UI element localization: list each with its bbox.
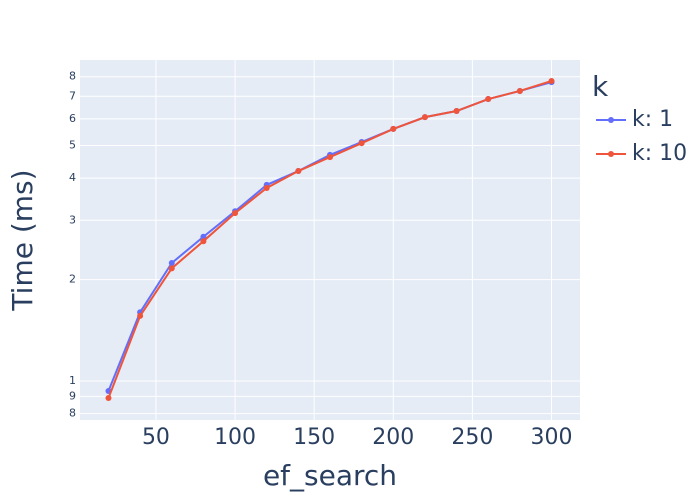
x-tick-label: 50: [142, 425, 170, 450]
data-point: [390, 125, 397, 132]
data-point: [548, 78, 555, 85]
data-point: [263, 184, 270, 191]
y-tick-label: 5: [69, 139, 76, 152]
y-tick-label: 6: [69, 112, 76, 125]
x-tick-label: 200: [372, 425, 414, 450]
data-point: [137, 312, 144, 319]
y-tick-label: 8: [69, 70, 76, 83]
data-point: [421, 114, 428, 121]
x-tick-label: 100: [214, 425, 256, 450]
data-point: [516, 87, 523, 94]
x-tick-label: 250: [451, 425, 493, 450]
legend-title: k: [592, 70, 609, 103]
legend-label: k: 1: [632, 107, 673, 132]
data-point: [168, 265, 175, 272]
y-tick-label: 7: [69, 89, 76, 102]
x-axis-title: ef_search: [263, 459, 397, 492]
legend-label: k: 10: [632, 141, 687, 166]
data-point: [327, 154, 333, 161]
data-point: [485, 96, 492, 103]
x-tick-label: 150: [293, 425, 335, 450]
x-tick-label: 300: [531, 425, 573, 450]
data-point: [168, 259, 175, 266]
y-tick-label: 3: [69, 213, 76, 226]
y-tick-label: 9: [69, 389, 76, 402]
y-axis-title: Time (ms): [6, 169, 39, 311]
data-point: [358, 140, 365, 147]
legend-marker: [608, 151, 614, 157]
y-tick-label: 1: [69, 374, 76, 387]
data-point: [295, 168, 302, 175]
data-point: [200, 233, 207, 240]
data-point: [200, 238, 207, 245]
data-point: [105, 395, 112, 402]
data-point: [453, 108, 460, 115]
y-tick-label: 2: [69, 273, 76, 286]
plot-background: [80, 60, 580, 420]
data-point: [232, 210, 239, 217]
y-tick-label: 4: [69, 171, 76, 184]
legend-marker: [608, 117, 614, 123]
y-tick-label: 8: [69, 407, 76, 420]
